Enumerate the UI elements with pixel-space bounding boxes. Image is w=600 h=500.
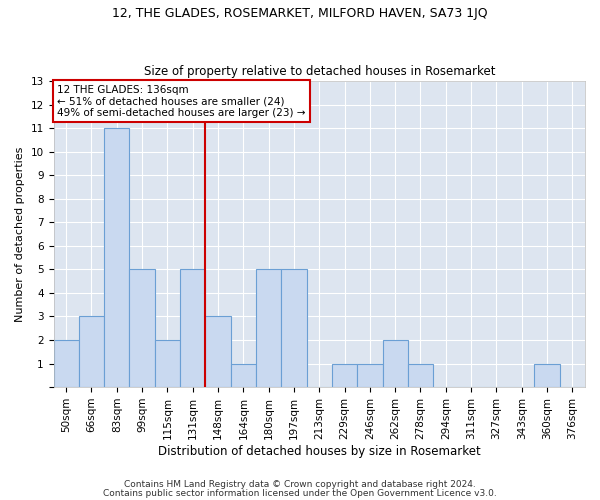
Text: 12 THE GLADES: 136sqm
← 51% of detached houses are smaller (24)
49% of semi-deta: 12 THE GLADES: 136sqm ← 51% of detached … [58, 84, 306, 118]
Bar [256, 270, 281, 387]
Bar [281, 270, 307, 387]
Text: Contains public sector information licensed under the Open Government Licence v3: Contains public sector information licen… [103, 489, 497, 498]
Bar [130, 270, 155, 387]
Bar [104, 128, 130, 387]
Bar [230, 364, 256, 387]
Text: Contains HM Land Registry data © Crown copyright and database right 2024.: Contains HM Land Registry data © Crown c… [124, 480, 476, 489]
Bar [53, 340, 79, 387]
Bar [155, 340, 180, 387]
Bar [332, 364, 357, 387]
Bar [535, 364, 560, 387]
Bar [79, 316, 104, 387]
Bar [180, 270, 205, 387]
Title: Size of property relative to detached houses in Rosemarket: Size of property relative to detached ho… [143, 66, 495, 78]
Bar [383, 340, 408, 387]
Text: 12, THE GLADES, ROSEMARKET, MILFORD HAVEN, SA73 1JQ: 12, THE GLADES, ROSEMARKET, MILFORD HAVE… [112, 8, 488, 20]
Y-axis label: Number of detached properties: Number of detached properties [15, 146, 25, 322]
Bar [408, 364, 433, 387]
Bar [357, 364, 383, 387]
Bar [205, 316, 230, 387]
X-axis label: Distribution of detached houses by size in Rosemarket: Distribution of detached houses by size … [158, 444, 481, 458]
